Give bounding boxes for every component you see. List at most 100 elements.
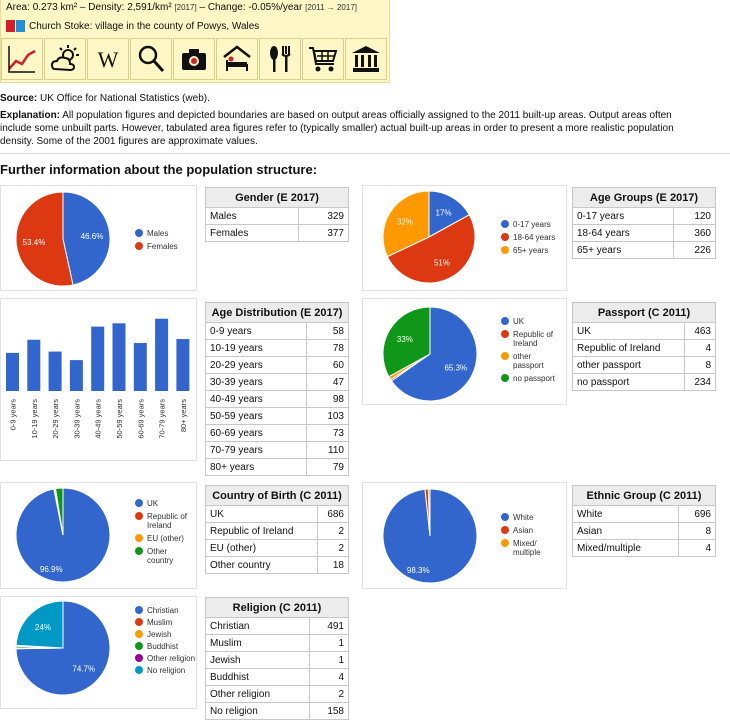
density-value: 2,591/km² bbox=[127, 2, 171, 13]
legend-item-females: Females bbox=[135, 242, 178, 251]
religion-slice-label: 74.7% bbox=[72, 664, 95, 673]
bar-10-19-years bbox=[27, 340, 40, 391]
passport-slice-label: 65.3% bbox=[444, 363, 467, 372]
gender-table-title: Gender (E 2017) bbox=[206, 188, 349, 208]
bar-40-49-years bbox=[91, 327, 104, 391]
passport-chart-card: 65.3% 33% UK Republic of Ireland other pa… bbox=[362, 298, 567, 405]
ethnic-legend: White Asian Mixed/ multiple bbox=[501, 513, 563, 561]
religion-slice-label: 24% bbox=[35, 623, 51, 632]
explanation-line-3: density. Some of the 2001 figures are ap… bbox=[0, 135, 730, 148]
source-label: Source: bbox=[0, 93, 37, 104]
density-year: [2017] bbox=[174, 3, 196, 12]
wikipedia-icon[interactable]: W bbox=[87, 38, 129, 80]
search-icon[interactable] bbox=[130, 38, 172, 80]
gender-legend: Males Females bbox=[135, 229, 178, 255]
x-tick-label: 40-49 years bbox=[94, 399, 103, 439]
ethnic-slice-label: 98.3% bbox=[407, 566, 430, 575]
camera-icon[interactable] bbox=[173, 38, 215, 80]
ethnic-pie-chart: 98.3% bbox=[363, 483, 498, 588]
museum-icon[interactable] bbox=[345, 38, 387, 80]
birth-legend: UK Republic of Ireland EU (other) Other … bbox=[135, 499, 195, 569]
weather-icon[interactable] bbox=[44, 38, 86, 80]
religion-pie-chart: 74.7% 24% bbox=[1, 597, 126, 708]
ethnic-chart-card: 98.3% White Asian Mixed/ multiple bbox=[362, 482, 567, 589]
bar-20-29-years bbox=[49, 352, 62, 391]
age-groups-chart-card: 17%51%32% 0-17 years 18-64 years 65+ yea… bbox=[362, 185, 567, 291]
x-tick-label: 50-59 years bbox=[115, 399, 124, 439]
x-tick-label: 30-39 years bbox=[72, 399, 81, 439]
shopping-cart-icon[interactable] bbox=[302, 38, 344, 80]
stats-line: Area: 0.273 km² – Density: 2,591/km² [20… bbox=[6, 2, 357, 13]
x-tick-label: 60-69 years bbox=[136, 399, 145, 439]
chart-icon[interactable] bbox=[1, 38, 43, 80]
birth-slice-label: 96.9% bbox=[40, 565, 63, 574]
bar-50-59-years bbox=[113, 323, 126, 391]
area-label: Area: bbox=[6, 2, 30, 13]
restaurant-icon[interactable] bbox=[259, 38, 301, 80]
gender-pie-chart: 46.6%53.4% bbox=[1, 186, 126, 290]
info-box: Area: 0.273 km² – Density: 2,591/km² [20… bbox=[0, 0, 390, 83]
legend-item-males: Males bbox=[135, 229, 178, 238]
explanation-label: Explanation: bbox=[0, 110, 60, 121]
svg-text:W: W bbox=[98, 47, 119, 72]
bar-70-79-years bbox=[155, 319, 168, 391]
hotel-icon[interactable] bbox=[216, 38, 258, 80]
divider bbox=[0, 153, 730, 154]
age-distribution-bar-chart: 0-9 years 10-19 years 20-29 years 30-39 yea… bbox=[1, 299, 196, 460]
change-years: [2011 → 2017] bbox=[305, 3, 357, 12]
section-title: Further information about the population… bbox=[0, 162, 317, 177]
change-label: Change: bbox=[208, 2, 246, 13]
place-line: Church Stoke: village in the county of P… bbox=[6, 20, 259, 32]
density-label: Density: bbox=[88, 2, 124, 13]
icon-toolbar: W bbox=[1, 38, 388, 80]
age-distribution-chart-card: 0-9 years 10-19 years 20-29 years 30-39 yea… bbox=[0, 298, 197, 461]
age-groups-pie-chart: 17%51%32% bbox=[363, 186, 498, 290]
gender-chart-card: 46.6%53.4% Males Females bbox=[0, 185, 197, 291]
passport-legend: UK Republic of Ireland other passport no… bbox=[501, 317, 563, 387]
change-value: -0.05%/year bbox=[248, 2, 302, 13]
birth-chart-card: 96.9% UK Republic of Ireland EU (other) … bbox=[0, 482, 197, 589]
explanation-text-1: All population figures and depicted boun… bbox=[62, 110, 672, 121]
age-groups-legend: 0-17 years 18-64 years 65+ years bbox=[501, 220, 555, 259]
passport-pie-chart: 65.3% 33% bbox=[363, 299, 498, 404]
x-tick-label: 0-9 years bbox=[9, 399, 18, 431]
x-tick-label: 10-19 years bbox=[30, 399, 39, 439]
passport-slice-label: 33% bbox=[397, 335, 413, 344]
explanation-line-1: Explanation: All population figures and … bbox=[0, 109, 730, 122]
place-description: Church Stoke: village in the county of P… bbox=[29, 21, 259, 32]
x-tick-label: 20-29 years bbox=[51, 399, 60, 439]
religion-legend: Christian Muslim Jewish Buddhist Other r… bbox=[135, 606, 197, 678]
age-groups-slice-label: 17% bbox=[436, 208, 452, 217]
flag-blue-icon bbox=[16, 20, 25, 32]
area-value: 0.273 km² bbox=[33, 2, 77, 13]
age-groups-slice-label: 51% bbox=[434, 258, 450, 267]
bar-0-9-years bbox=[6, 353, 19, 391]
